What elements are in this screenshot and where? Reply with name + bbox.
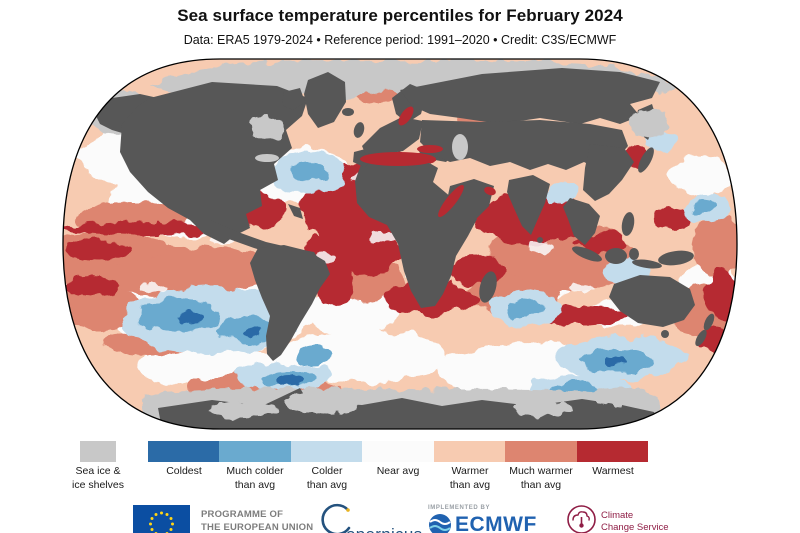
legend-label-warmer: Warmer than avg <box>449 465 491 491</box>
legend-swatch-much-colder <box>219 441 291 462</box>
eu-flag-logo <box>133 505 190 533</box>
implemented-by-text: IMPLEMENTED BY <box>428 505 491 511</box>
world-map <box>62 58 738 430</box>
legend-swatch-much-warmer <box>505 441 577 462</box>
coldest-layer <box>177 312 625 385</box>
legend-label-much-colder: Much colder than avg <box>226 465 284 491</box>
climate-service-icon <box>567 505 596 533</box>
ice-shelves-layer <box>207 110 670 418</box>
page-title: Sea surface temperature percentiles for … <box>177 6 623 25</box>
page-subtitle: Data: ERA5 1979-2024 • Reference period:… <box>183 33 617 47</box>
ecmwf-globe-icon <box>429 514 451 533</box>
legend-label-coldest: Coldest <box>166 465 202 477</box>
eu-programme-text: PROGRAMME OF THE EUROPEAN UNION <box>201 509 314 533</box>
legend-swatch-colder <box>291 441 362 462</box>
copernicus-text: opernicus <box>346 525 422 533</box>
climate-service-text: Climate Change Service <box>601 510 669 533</box>
legend-swatch-warmer <box>434 441 505 462</box>
legend-label-warmest: Warmest <box>592 465 634 477</box>
sst-percentile-map <box>62 58 738 430</box>
legend-swatch-coldest <box>148 441 219 462</box>
legend-swatch-warmest <box>577 441 648 462</box>
copernicus-c-icon <box>321 503 351 533</box>
legend-label-colder: Colder than avg <box>306 465 348 491</box>
legend-label-near-avg: Near avg <box>376 465 420 477</box>
legend-swatch-near-avg <box>362 441 434 462</box>
map-outline <box>62 58 738 430</box>
legend-label-sea-ice: Sea ice & ice shelves <box>72 465 124 491</box>
copernicus-logo: opernicus <box>318 503 428 533</box>
legend-swatch-sea-ice <box>80 441 116 462</box>
ecmwf-logo: ECMWF <box>428 513 537 533</box>
ecmwf-text: ECMWF <box>455 513 537 533</box>
legend-label-much-warmer: Much warmer than avg <box>509 465 573 491</box>
climate-change-service-logo: Climate Change Service <box>566 504 669 533</box>
inner-seas-layer <box>360 106 496 218</box>
